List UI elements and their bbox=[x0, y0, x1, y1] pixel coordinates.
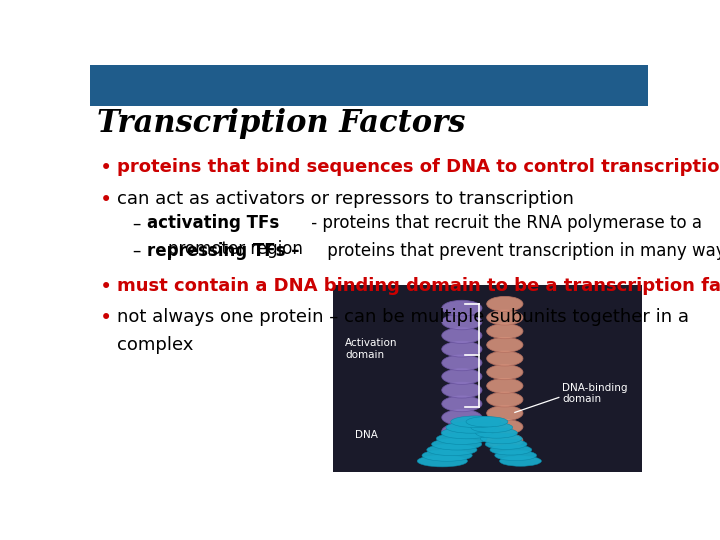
FancyBboxPatch shape bbox=[333, 285, 642, 472]
Text: •: • bbox=[100, 277, 112, 297]
Text: –: – bbox=[132, 241, 140, 260]
Ellipse shape bbox=[442, 396, 482, 411]
Ellipse shape bbox=[442, 423, 482, 439]
Text: must contain a DNA binding domain to be a transcription factor: must contain a DNA binding domain to be … bbox=[117, 277, 720, 295]
Ellipse shape bbox=[487, 392, 523, 407]
Text: proteins that bind sequences of DNA to control transcription: proteins that bind sequences of DNA to c… bbox=[117, 158, 720, 177]
Ellipse shape bbox=[487, 296, 523, 312]
Ellipse shape bbox=[476, 428, 518, 438]
Ellipse shape bbox=[442, 328, 482, 343]
Text: proteins that prevent transcription in many ways: proteins that prevent transcription in m… bbox=[322, 241, 720, 260]
Ellipse shape bbox=[442, 409, 482, 426]
Ellipse shape bbox=[487, 406, 523, 421]
Text: - proteins that recruit the RNA polymerase to a: - proteins that recruit the RNA polymera… bbox=[306, 214, 702, 233]
Text: Transcription Factors: Transcription Factors bbox=[96, 109, 465, 139]
Ellipse shape bbox=[442, 341, 482, 357]
Text: promoter region: promoter region bbox=[147, 240, 303, 258]
Text: complex: complex bbox=[117, 336, 193, 354]
Ellipse shape bbox=[495, 450, 536, 461]
Ellipse shape bbox=[442, 314, 482, 330]
Ellipse shape bbox=[427, 444, 477, 456]
Ellipse shape bbox=[442, 369, 482, 384]
Ellipse shape bbox=[466, 416, 508, 427]
Ellipse shape bbox=[485, 439, 527, 449]
FancyBboxPatch shape bbox=[90, 65, 648, 106]
Ellipse shape bbox=[487, 310, 523, 325]
Text: can act as activators or repressors to transcription: can act as activators or repressors to t… bbox=[117, 190, 574, 207]
Ellipse shape bbox=[431, 438, 482, 450]
Text: activating TFs: activating TFs bbox=[147, 214, 279, 233]
Ellipse shape bbox=[487, 379, 523, 393]
Text: •: • bbox=[100, 158, 112, 178]
Ellipse shape bbox=[436, 433, 487, 444]
Ellipse shape bbox=[490, 444, 532, 455]
Ellipse shape bbox=[446, 422, 496, 433]
Text: –: – bbox=[132, 214, 140, 233]
Ellipse shape bbox=[480, 434, 522, 444]
Text: repressing TFs –: repressing TFs – bbox=[147, 241, 300, 260]
Text: •: • bbox=[100, 190, 112, 210]
Text: •: • bbox=[100, 308, 112, 328]
Ellipse shape bbox=[487, 433, 523, 448]
Ellipse shape bbox=[451, 416, 501, 428]
Ellipse shape bbox=[442, 355, 482, 371]
Text: DNA-binding
domain: DNA-binding domain bbox=[562, 383, 627, 404]
Ellipse shape bbox=[417, 455, 467, 467]
Text: DNA: DNA bbox=[355, 430, 378, 440]
Ellipse shape bbox=[471, 422, 513, 433]
Ellipse shape bbox=[487, 323, 523, 339]
Ellipse shape bbox=[422, 450, 472, 461]
Ellipse shape bbox=[441, 427, 491, 439]
Ellipse shape bbox=[487, 420, 523, 434]
Ellipse shape bbox=[442, 300, 482, 316]
Ellipse shape bbox=[487, 338, 523, 352]
Ellipse shape bbox=[487, 364, 523, 380]
Ellipse shape bbox=[442, 382, 482, 398]
Text: not always one protein – can be multiple subunits together in a: not always one protein – can be multiple… bbox=[117, 308, 689, 326]
Text: Activation
domain: Activation domain bbox=[345, 338, 397, 360]
Ellipse shape bbox=[500, 456, 541, 466]
Ellipse shape bbox=[487, 351, 523, 366]
